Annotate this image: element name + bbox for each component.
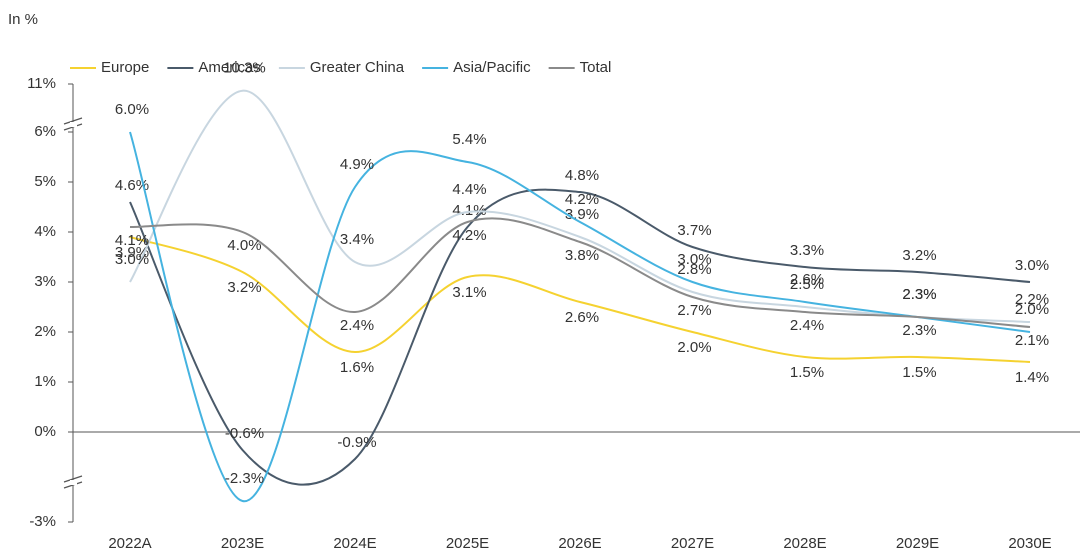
series-line: [129, 236, 1031, 363]
y-tick-label: 6%: [34, 123, 56, 140]
y-tick-label: 11%: [27, 75, 56, 92]
x-tick-label: 2025E: [446, 535, 489, 552]
data-label: 3.0%: [115, 251, 149, 268]
data-label: 2.8%: [677, 261, 711, 278]
data-label: 10.3%: [223, 60, 266, 77]
data-label: 3.9%: [565, 206, 599, 223]
x-tick-label: 2024E: [333, 535, 376, 552]
data-label: 4.1%: [115, 232, 149, 249]
data-label: -2.3%: [225, 470, 264, 487]
data-label: 3.9%: [115, 244, 149, 261]
data-label: 4.2%: [565, 191, 599, 208]
data-label: 2.3%: [902, 286, 936, 303]
y-tick-label: 3%: [34, 273, 56, 290]
data-label: 3.1%: [452, 284, 486, 301]
y-tick-label: 5%: [34, 173, 56, 190]
x-tick-label: 2027E: [671, 535, 714, 552]
break-gap: [70, 480, 77, 485]
data-label: 1.6%: [340, 359, 374, 376]
break-gap: [70, 122, 77, 127]
data-label: 6.0%: [115, 101, 149, 118]
x-tick-label: 2029E: [896, 535, 939, 552]
x-tick-label: 2028E: [783, 535, 826, 552]
unit-label: In %: [8, 11, 38, 28]
data-label: 4.0%: [227, 237, 261, 254]
series-line: [129, 131, 1031, 503]
data-label: 1.5%: [790, 364, 824, 381]
data-label: 2.7%: [677, 302, 711, 319]
x-tick-label: 2023E: [221, 535, 264, 552]
data-label: 3.3%: [790, 242, 824, 259]
data-label: 2.3%: [902, 286, 936, 303]
data-label: 4.2%: [452, 227, 486, 244]
data-label: -0.9%: [337, 434, 376, 451]
data-label: 2.0%: [1015, 301, 1049, 318]
data-label: 4.9%: [340, 156, 374, 173]
legend-label: Greater China: [310, 59, 405, 76]
data-label: 3.2%: [902, 247, 936, 264]
y-tick-label: 4%: [34, 223, 56, 240]
data-label: 3.2%: [227, 279, 261, 296]
data-label: 2.4%: [790, 317, 824, 334]
x-tick-label: 2030E: [1008, 535, 1051, 552]
series-line: [129, 217, 1031, 328]
y-tick-label: -3%: [29, 513, 56, 530]
data-label: 5.4%: [452, 131, 486, 148]
data-label: 2.6%: [565, 309, 599, 326]
data-label: 2.5%: [790, 276, 824, 293]
y-tick-label: 1%: [34, 373, 56, 390]
data-label: 3.7%: [677, 222, 711, 239]
y-tick-label: 0%: [34, 423, 56, 440]
x-tick-label: 2026E: [558, 535, 601, 552]
data-label: 3.8%: [565, 247, 599, 264]
data-label: 4.8%: [565, 167, 599, 184]
data-label: 4.6%: [115, 177, 149, 194]
x-tick-label: 2022A: [108, 535, 151, 552]
series-line: [129, 89, 1031, 323]
data-label: 3.0%: [677, 251, 711, 268]
data-label: 2.3%: [902, 322, 936, 339]
data-label: 2.2%: [1015, 291, 1049, 308]
data-label: 4.4%: [452, 181, 486, 198]
data-label: 3.4%: [340, 231, 374, 248]
data-label: 4.1%: [452, 202, 486, 219]
data-label: 2.4%: [340, 317, 374, 334]
data-label: 3.0%: [1015, 257, 1049, 274]
data-label: 2.1%: [1015, 332, 1049, 349]
legend-label: Asia/Pacific: [453, 59, 531, 76]
legend-label: Americas: [198, 59, 261, 76]
legend-label: Europe: [101, 59, 149, 76]
y-tick-label: 2%: [34, 323, 56, 340]
data-label: -0.6%: [225, 425, 264, 442]
data-label: 2.6%: [790, 271, 824, 288]
data-label: 1.4%: [1015, 369, 1049, 386]
series-line: [129, 188, 1031, 486]
data-label: 2.0%: [677, 339, 711, 356]
data-label: 1.5%: [902, 364, 936, 381]
legend-label: Total: [580, 59, 612, 76]
